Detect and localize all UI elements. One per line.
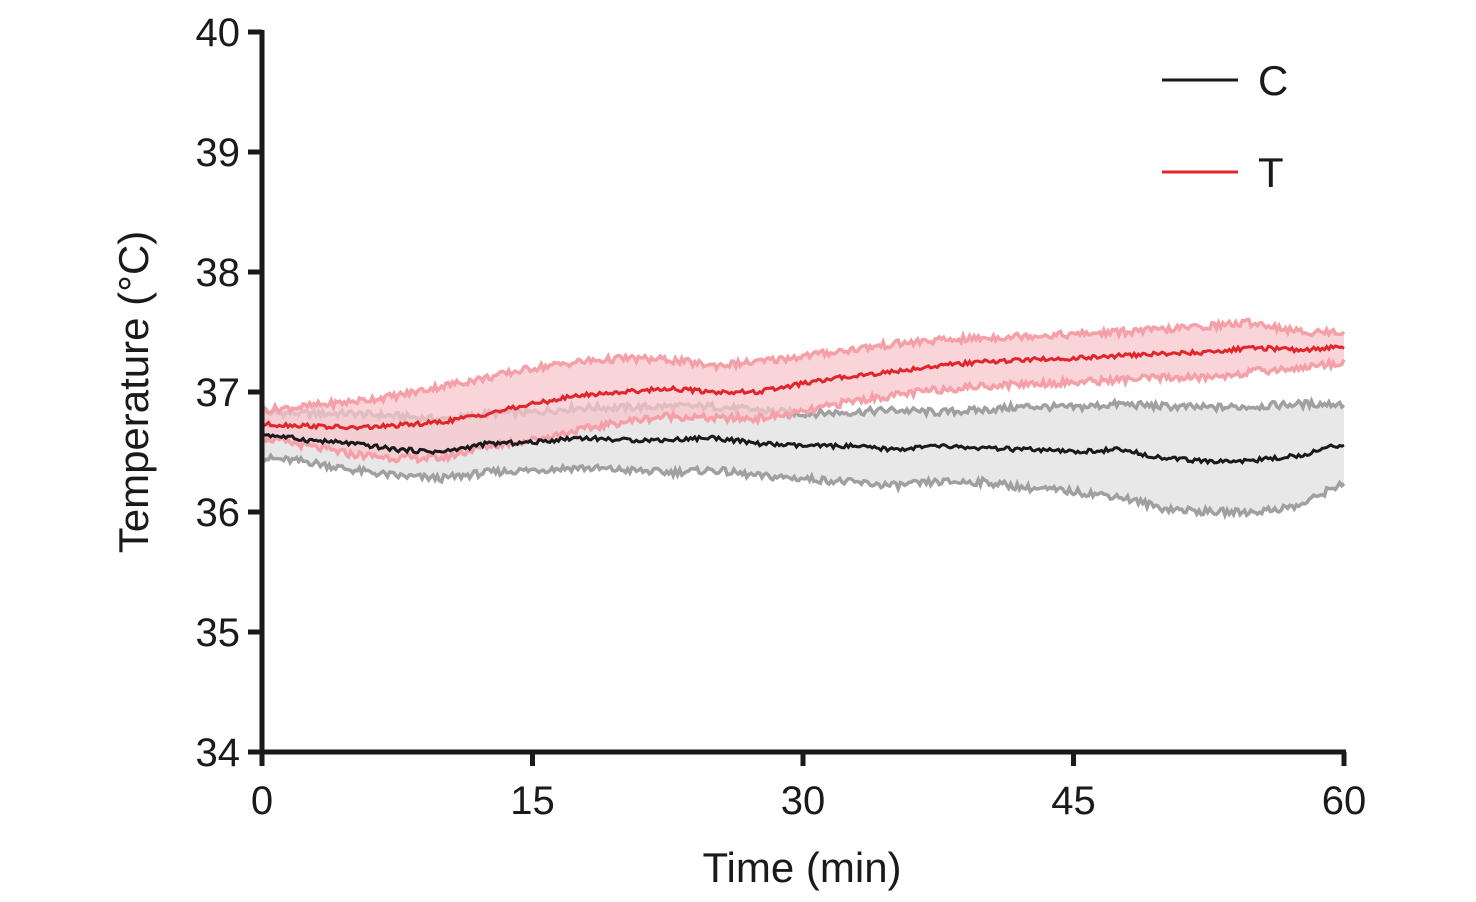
- x-axis-title: Time (min): [702, 844, 901, 891]
- band-lower-edge-c: [261, 452, 1346, 521]
- legend: CT: [1162, 57, 1288, 196]
- series-lines: [260, 343, 1345, 466]
- legend-label-t: T: [1258, 149, 1284, 196]
- band-t: [262, 319, 1344, 462]
- y-tick-label: 36: [196, 491, 241, 535]
- x-tick-label: 15: [510, 779, 555, 823]
- confidence-bands: [260, 317, 1346, 521]
- axes: 34 35 36 37 38 39 40 0 15 30 45 60: [196, 11, 1367, 823]
- y-tick-label: 35: [196, 611, 241, 655]
- x-tick-label: 60: [1322, 779, 1367, 823]
- band-upper-edge-t: [260, 317, 1346, 416]
- x-tick-label: 45: [1051, 779, 1096, 823]
- legend-label-c: C: [1258, 57, 1288, 104]
- series-line-c: [260, 431, 1345, 466]
- y-tick-label: 34: [196, 731, 241, 775]
- y-axis-title: Temperature (°C): [110, 231, 157, 554]
- y-tick-label: 38: [196, 251, 241, 295]
- y-tick-label: 39: [196, 131, 241, 175]
- band-lower-edge-t: [261, 356, 1346, 465]
- y-tick-label: 37: [196, 371, 241, 415]
- x-tick-label: 30: [781, 779, 826, 823]
- series-line-t: [261, 343, 1345, 431]
- y-tick-label: 40: [196, 11, 241, 55]
- x-tick-label: 0: [251, 779, 273, 823]
